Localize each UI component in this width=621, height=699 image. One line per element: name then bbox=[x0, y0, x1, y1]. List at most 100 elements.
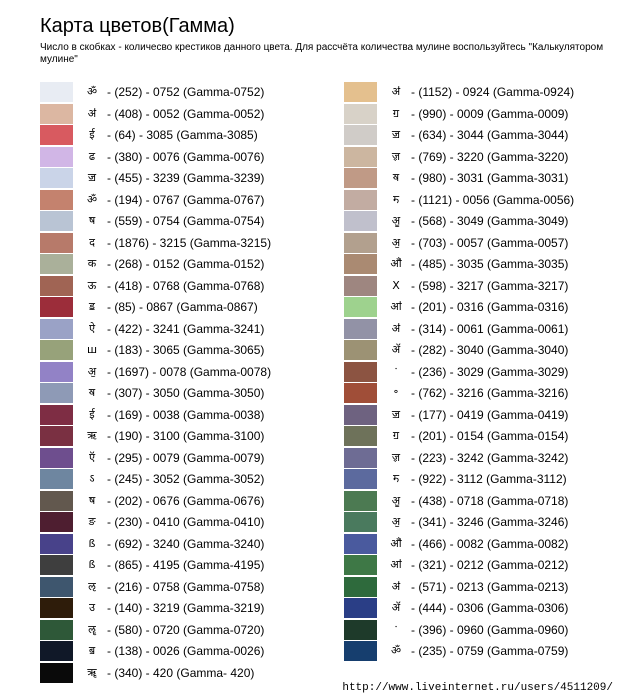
stitch-symbol-icon: ॼ bbox=[87, 171, 97, 184]
stitch-symbol-icon: ॼ bbox=[391, 128, 401, 141]
stitch-symbol-icon: ß bbox=[88, 536, 96, 550]
color-swatch bbox=[40, 662, 73, 683]
color-label: - (268) - 0152 (Gamma-0152) bbox=[107, 257, 265, 271]
color-swatch bbox=[344, 82, 377, 102]
color-label: - (201) - 0154 (Gamma-0154) bbox=[411, 429, 569, 443]
stitch-symbol-icon: ॰ bbox=[393, 386, 399, 399]
stitch-symbol-icon: ॹ bbox=[391, 149, 401, 163]
color-label: - (202) - 0676 (Gamma-0676) bbox=[107, 493, 265, 508]
color-swatch bbox=[344, 254, 377, 274]
stitch-symbol-icon: उ bbox=[88, 601, 96, 614]
color-label: - (980) - 3031 (Gamma-3031) bbox=[411, 171, 569, 185]
page-subtitle: Число в скобках - количесво крестиков да… bbox=[40, 42, 604, 65]
color-label: - (568) - 3049 (Gamma-3049) bbox=[411, 214, 569, 228]
stitch-symbol-icon: ॻ bbox=[392, 106, 400, 120]
color-swatch bbox=[344, 447, 377, 468]
stitch-symbol-icon: ॹ bbox=[391, 450, 401, 464]
stitch-symbol-icon: ॲ bbox=[391, 343, 401, 356]
color-label: - (183) - 3065 (Gamma-3065) bbox=[107, 343, 265, 357]
color-swatch bbox=[344, 318, 377, 339]
color-label: - (177) - 0419 (Gamma-0419) bbox=[411, 407, 569, 422]
color-swatch bbox=[40, 404, 73, 425]
color-swatch bbox=[40, 340, 73, 360]
color-label: - (571) - 0213 (Gamma-0213) bbox=[411, 579, 569, 594]
color-swatch bbox=[40, 82, 73, 102]
color-swatch bbox=[344, 512, 377, 532]
stitch-symbol-icon: ॺ bbox=[88, 386, 96, 399]
color-label: - (990) - 0009 (Gamma-0009) bbox=[411, 106, 569, 121]
color-label: - (314) - 0061 (Gamma-0061) bbox=[411, 321, 569, 336]
color-label: - (380) - 0076 (Gamma-0076) bbox=[107, 149, 265, 164]
stitch-symbol-icon: ॱ bbox=[394, 364, 398, 378]
color-swatch bbox=[40, 447, 73, 468]
color-label: - (762) - 3216 (Gamma-3216) bbox=[411, 386, 569, 400]
color-label: - (438) - 0718 (Gamma-0718) bbox=[411, 493, 569, 508]
color-swatch bbox=[344, 361, 377, 382]
color-swatch bbox=[40, 254, 73, 274]
color-label: - (282) - 3040 (Gamma-3040) bbox=[411, 343, 569, 357]
color-label: - (692) - 3240 (Gamma-3240) bbox=[107, 536, 265, 551]
color-swatch bbox=[344, 232, 377, 253]
stitch-symbol-icon: ॳ bbox=[87, 106, 97, 120]
color-label: - (422) - 3241 (Gamma-3241) bbox=[107, 321, 265, 336]
color-label: - (245) - 3052 (Gamma-3052) bbox=[107, 472, 265, 486]
color-swatch bbox=[344, 641, 377, 661]
stitch-symbol-icon: ॵ bbox=[390, 257, 402, 270]
color-label: - (295) - 0079 (Gamma-0079) bbox=[107, 450, 265, 465]
color-swatch bbox=[40, 275, 73, 296]
stitch-symbol-icon: ॐ bbox=[390, 644, 402, 657]
stitch-symbol-icon: ॾ bbox=[89, 300, 95, 313]
stitch-symbol-icon: ऍ bbox=[88, 450, 96, 464]
color-swatch bbox=[40, 469, 73, 489]
stitch-symbol-icon: ऐ bbox=[88, 321, 96, 335]
stitch-symbol-icon: ß bbox=[88, 558, 96, 571]
stitch-symbol-icon: ङ bbox=[88, 515, 96, 528]
color-label: - (169) - 0038 (Gamma-0038) bbox=[107, 407, 265, 422]
color-label: - (444) - 0306 (Gamma-0306) bbox=[411, 601, 569, 615]
color-label: - (1152) - 0924 (Gamma-0924) bbox=[411, 85, 575, 99]
color-label: - (455) - 3239 (Gamma-3239) bbox=[107, 171, 265, 185]
color-label: - (236) - 3029 (Gamma-3029) bbox=[411, 364, 569, 379]
stitch-symbol-icon: ॠ bbox=[87, 665, 97, 679]
color-label: - (485) - 3035 (Gamma-3035) bbox=[411, 257, 569, 271]
color-swatch bbox=[344, 383, 377, 403]
stitch-symbol-icon: ॷ bbox=[391, 214, 401, 227]
color-label: - (1121) - 0056 (Gamma-0056) bbox=[411, 192, 575, 207]
stitch-symbol-icon: ॸ bbox=[392, 192, 400, 206]
color-swatch bbox=[344, 146, 377, 167]
color-swatch bbox=[40, 125, 73, 145]
stitch-symbol-icon: ऊ bbox=[87, 278, 97, 292]
stitch-symbol-icon: ॶ bbox=[87, 364, 97, 378]
stitch-symbol-icon: ॴ bbox=[390, 300, 402, 313]
stitch-symbol-icon: ॶ bbox=[391, 235, 401, 249]
stitch-symbol-icon: ॷ bbox=[391, 493, 401, 507]
color-swatch bbox=[40, 189, 73, 210]
stitch-symbol-icon: ढ bbox=[88, 149, 96, 163]
color-swatch bbox=[344, 189, 377, 210]
stitch-symbol-icon: ॳ bbox=[391, 321, 401, 335]
stitch-symbol-icon: ई bbox=[89, 128, 95, 141]
stitch-symbol-icon: X bbox=[392, 278, 400, 292]
color-swatch bbox=[40, 426, 73, 446]
color-swatch bbox=[344, 125, 377, 145]
color-swatch bbox=[40, 168, 73, 188]
color-swatch bbox=[344, 598, 377, 618]
color-label: - (235) - 0759 (Gamma-0759) bbox=[411, 644, 569, 658]
stitch-symbol-icon: ॼ bbox=[391, 407, 401, 421]
stitch-symbol-icon: ॐ bbox=[86, 85, 98, 98]
color-swatch bbox=[344, 619, 377, 640]
color-label: - (307) - 3050 (Gamma-3050) bbox=[107, 386, 265, 400]
stitch-symbol-icon: ऋ bbox=[87, 429, 97, 442]
color-swatch bbox=[344, 275, 377, 296]
color-swatch bbox=[40, 103, 73, 124]
color-label: - (703) - 0057 (Gamma-0057) bbox=[411, 235, 569, 250]
stitch-symbol-icon: ॺ bbox=[392, 171, 400, 184]
color-label: - (223) - 3242 (Gamma-3242) bbox=[411, 450, 569, 465]
color-label: - (64) - 3085 (Gamma-3085) bbox=[107, 128, 258, 142]
stitch-symbol-icon: ई bbox=[89, 407, 95, 421]
stitch-symbol-icon: ऽ bbox=[89, 472, 95, 485]
color-swatch bbox=[344, 297, 377, 317]
color-label: - (1876) - 3215 (Gamma-3215) bbox=[107, 235, 272, 250]
color-label: - (85) - 0867 (Gamma-0867) bbox=[107, 300, 258, 314]
source-url: http://www.liveinternet.ru/users/4511209… bbox=[342, 682, 613, 694]
